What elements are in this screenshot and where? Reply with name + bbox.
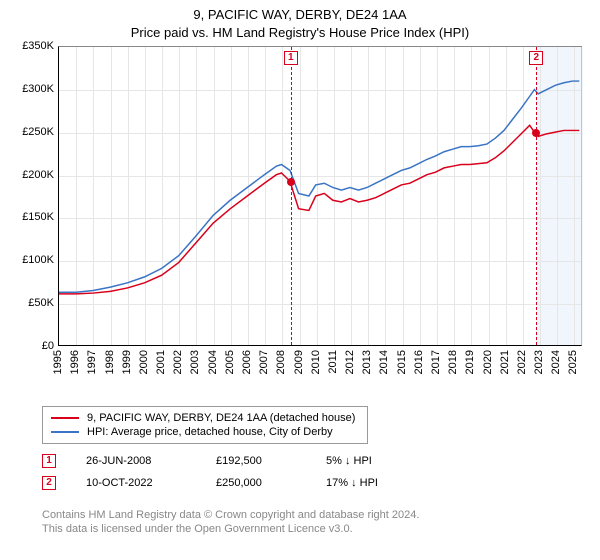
x-tick-label: 1996 [69,350,81,374]
y-tick-label: £0 [10,340,54,352]
y-tick-label: £300K [10,83,54,95]
x-tick-label: 2021 [499,350,511,374]
x-tick-label: 2018 [447,350,459,374]
chart-wrap: 12 £0£50K£100K£150K£200K£250K£300K£350K1… [10,46,590,400]
x-tick-label: 2009 [293,350,305,374]
y-tick-label: £150K [10,211,54,223]
title-description: Price paid vs. HM Land Registry's House … [0,24,600,42]
sale-dot [287,178,295,186]
x-tick-label: 2007 [258,350,270,374]
x-tick-label: 2013 [361,350,373,374]
x-tick-label: 2015 [396,350,408,374]
x-tick-label: 2011 [327,350,339,374]
sale-marker-badge: 2 [529,51,543,65]
sale-dot [532,129,540,137]
y-tick-label: £100K [10,254,54,266]
transaction-date: 26-JUN-2008 [86,455,186,467]
series-hpi [59,81,579,292]
legend-item: HPI: Average price, detached house, City… [51,425,359,439]
x-tick-label: 2002 [172,350,184,374]
x-tick-label: 1999 [121,350,133,374]
x-tick-label: 2006 [241,350,253,374]
sale-marker-badge: 1 [284,51,298,65]
x-tick-label: 2003 [189,350,201,374]
x-tick-label: 2010 [310,350,322,374]
sale-marker-line [291,47,292,345]
transaction-diff: 5% ↓ HPI [326,455,416,467]
legend-item: 9, PACIFIC WAY, DERBY, DE24 1AA (detache… [51,411,359,425]
transaction-marker: 1 [42,454,56,468]
x-tick-label: 2016 [413,350,425,374]
legend-swatch [51,417,79,419]
transaction-price: £250,000 [216,477,296,489]
legend-label: HPI: Average price, detached house, City… [87,426,333,438]
transaction-row: 1 26-JUN-2008 £192,500 5% ↓ HPI [42,450,416,472]
x-tick-label: 2000 [138,350,150,374]
x-tick-label: 2008 [275,350,287,374]
attribution-line1: Contains HM Land Registry data © Crown c… [42,508,419,522]
x-tick-label: 2023 [533,350,545,374]
x-tick-label: 1998 [104,350,116,374]
y-tick-label: £50K [10,297,54,309]
x-tick-label: 2019 [464,350,476,374]
x-tick-label: 2012 [344,350,356,374]
chart-container: 9, PACIFIC WAY, DERBY, DE24 1AA Price pa… [0,0,600,560]
x-tick-label: 2005 [224,350,236,374]
attribution-line2: This data is licensed under the Open Gov… [42,522,419,536]
sale-marker-line [536,47,537,345]
plot-area: 12 [58,46,582,346]
attribution: Contains HM Land Registry data © Crown c… [42,508,419,537]
legend-label: 9, PACIFIC WAY, DERBY, DE24 1AA (detache… [87,412,355,424]
transaction-row: 2 10-OCT-2022 £250,000 17% ↓ HPI [42,472,416,494]
y-tick-label: £350K [10,40,54,52]
transaction-marker: 2 [42,476,56,490]
x-tick-label: 2017 [430,350,442,374]
transaction-price: £192,500 [216,455,296,467]
transactions-table: 1 26-JUN-2008 £192,500 5% ↓ HPI 2 10-OCT-2022… [42,450,416,494]
transaction-diff: 17% ↓ HPI [326,477,416,489]
y-tick-label: £250K [10,126,54,138]
x-tick-label: 2025 [567,350,579,374]
x-tick-label: 2024 [550,350,562,374]
x-tick-label: 1997 [86,350,98,374]
title-address: 9, PACIFIC WAY, DERBY, DE24 1AA [0,6,600,24]
x-tick-label: 2014 [378,350,390,374]
legend-swatch [51,431,79,433]
x-tick-label: 2022 [516,350,528,374]
x-tick-label: 1995 [52,350,64,374]
x-tick-label: 2001 [155,350,167,374]
chart-svg [59,47,581,345]
transaction-date: 10-OCT-2022 [86,477,186,489]
series-price_paid [59,125,579,294]
legend: 9, PACIFIC WAY, DERBY, DE24 1AA (detache… [42,406,368,444]
y-tick-label: £200K [10,169,54,181]
chart-titles: 9, PACIFIC WAY, DERBY, DE24 1AA Price pa… [0,0,600,41]
x-tick-label: 2020 [482,350,494,374]
x-tick-label: 2004 [207,350,219,374]
